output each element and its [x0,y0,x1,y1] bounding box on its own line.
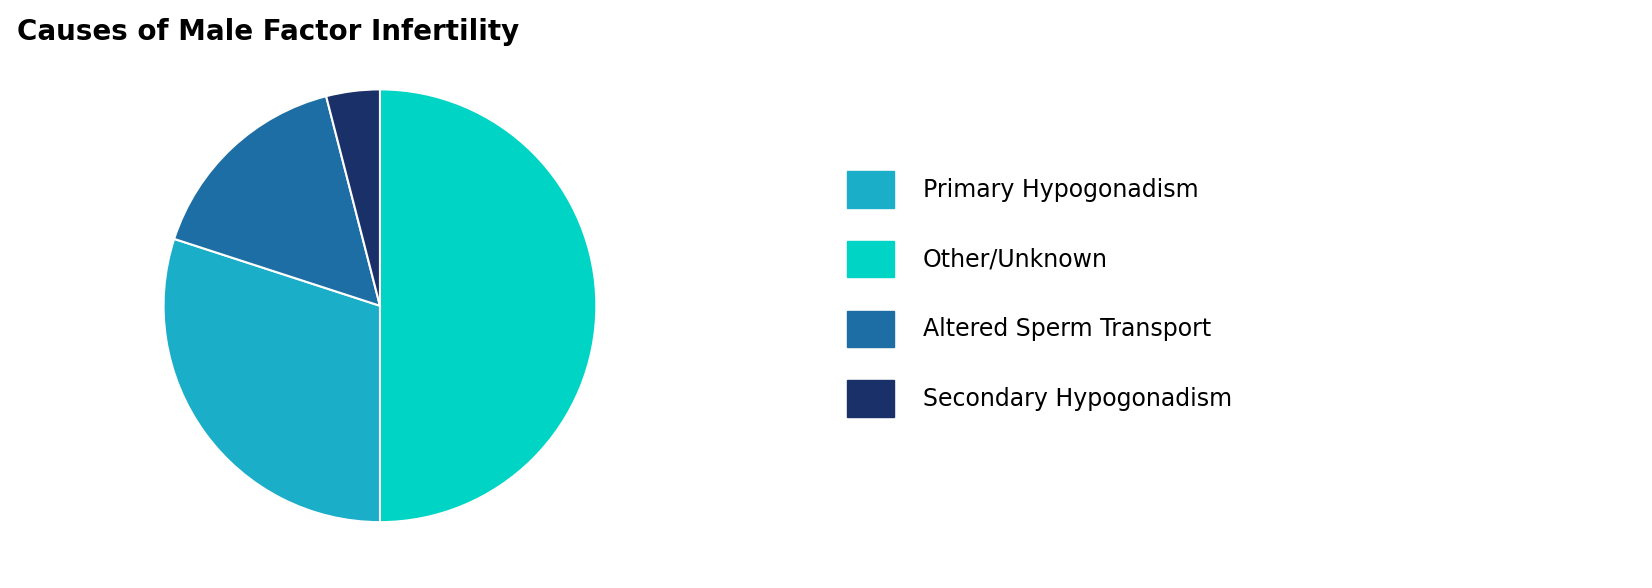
Text: Causes of Male Factor Infertility: Causes of Male Factor Infertility [17,18,519,46]
Wedge shape [325,89,380,306]
Wedge shape [164,239,380,522]
Wedge shape [380,89,596,522]
Wedge shape [173,96,380,306]
Legend: Primary Hypogonadism, Other/Unknown, Altered Sperm Transport, Secondary Hypogona: Primary Hypogonadism, Other/Unknown, Alt… [838,162,1241,426]
